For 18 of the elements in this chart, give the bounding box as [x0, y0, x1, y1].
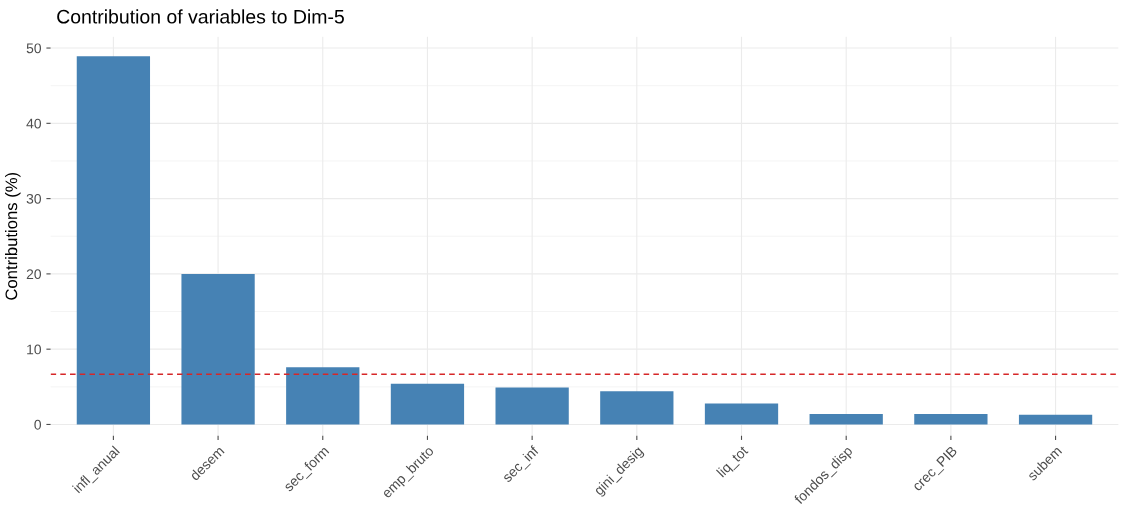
- bar: [390, 383, 465, 425]
- y-tick-label: 0: [34, 419, 42, 430]
- y-tick-label: 50: [26, 43, 42, 54]
- bar: [76, 56, 151, 425]
- y-tick-label: 20: [26, 269, 42, 280]
- y-tick-label: 30: [26, 193, 42, 204]
- bar: [600, 391, 674, 425]
- bar: [1018, 414, 1093, 425]
- bar: [914, 413, 988, 425]
- y-axis-title: Contributions (%): [5, 172, 21, 300]
- y-tick-label: 10: [27, 344, 42, 355]
- bar: [495, 387, 569, 425]
- bar: [181, 273, 255, 425]
- bar: [809, 413, 883, 425]
- chart-title: Contribution of variables to Dim-5: [57, 9, 344, 24]
- bar: [286, 367, 360, 425]
- bar: [704, 403, 779, 425]
- y-tick-label: 40: [26, 118, 42, 129]
